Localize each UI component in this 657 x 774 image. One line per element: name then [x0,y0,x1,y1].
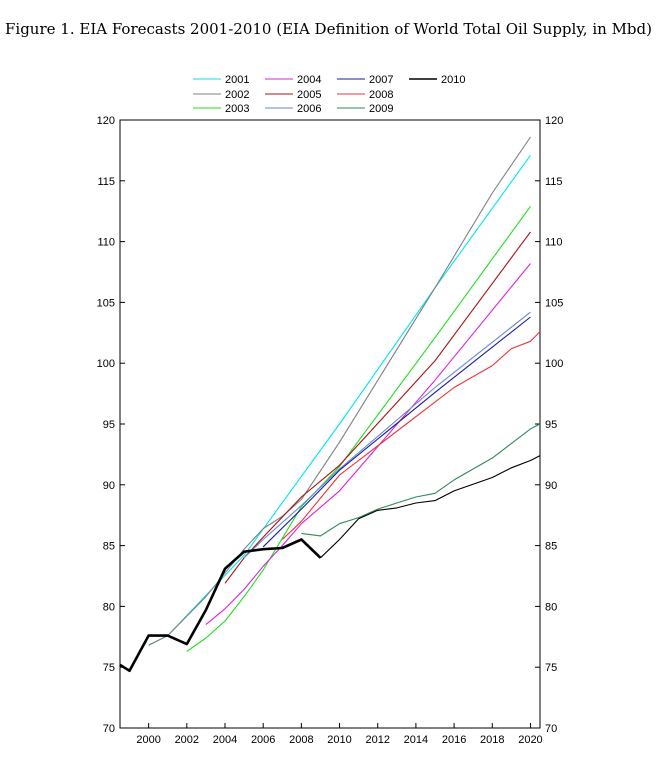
y-tick-label-left: 85 [103,541,115,553]
legend-label-2010: 2010 [441,74,465,86]
y-tick-label-right: 90 [545,480,557,492]
x-tick-label: 2004 [213,734,237,746]
series-line-2003 [186,205,531,652]
series-line-2010 [320,455,541,559]
legend-label-2005: 2005 [297,89,321,101]
legend-label-2007: 2007 [369,74,393,86]
y-tick-label-right: 85 [545,541,557,553]
series-line-2002 [148,136,531,646]
series-line-2009 [301,423,541,537]
series-line-history [119,538,322,673]
y-tick-label-left: 110 [97,237,115,249]
legend-label-2006: 2006 [297,103,321,115]
y-tick-label-left: 105 [97,297,115,309]
x-tick-label: 2010 [327,734,351,746]
legend-label-2009: 2009 [369,103,393,115]
plot-frame [119,119,541,729]
y-tick-label-left: 80 [103,601,115,613]
x-tick-label: 2014 [404,734,428,746]
y-tick-label-left: 70 [103,723,115,735]
y-tick-label-right: 105 [545,297,563,309]
y-tick-label-right: 110 [545,237,563,249]
axis-ticks: 70 70 75 75 80 80 85 85 90 90 95 95 100 100 105 105 110 1… [97,115,564,746]
series-line-2006 [243,311,531,559]
y-tick-label-left: 75 [103,662,115,674]
series-line-2007 [262,316,531,548]
legend-label-2008: 2008 [369,89,393,101]
series-line-2001 [148,154,531,646]
x-tick-label: 2000 [136,734,160,746]
y-tick-label-right: 80 [545,601,557,613]
figure-title: Figure 1. EIA Forecasts 2001-2010 (EIA D… [5,20,652,38]
legend-label-2001: 2001 [225,74,249,86]
series-line-2008 [281,331,541,540]
series-lines [119,136,541,673]
legend: 2001 2002 2003 2004 2005 2006 2007 2008 2009 2010 [193,74,465,115]
y-tick-label-right: 70 [545,723,557,735]
y-tick-label-left: 95 [103,419,115,431]
x-tick-label: 2012 [365,734,389,746]
y-tick-label-left: 90 [103,480,115,492]
y-tick-label-right: 100 [545,358,563,370]
y-tick-label-left: 100 [97,358,115,370]
y-tick-label-right: 95 [545,419,557,431]
series-line-2004 [205,263,531,626]
x-tick-label: 2018 [480,734,504,746]
y-tick-label-right: 115 [545,176,563,188]
legend-label-2002: 2002 [225,89,249,101]
x-tick-label: 2008 [289,734,313,746]
x-tick-label: 2006 [251,734,275,746]
x-tick-label: 2016 [442,734,466,746]
y-tick-label-right: 75 [545,662,557,674]
x-tick-label: 2002 [175,734,199,746]
legend-label-2004: 2004 [297,74,321,86]
y-tick-label-left: 115 [97,176,115,188]
legend-label-2003: 2003 [225,103,249,115]
series-line-2005 [224,231,531,584]
x-tick-label: 2020 [518,734,542,746]
y-tick-label-left: 120 [97,115,115,127]
y-tick-label-right: 120 [545,115,563,127]
